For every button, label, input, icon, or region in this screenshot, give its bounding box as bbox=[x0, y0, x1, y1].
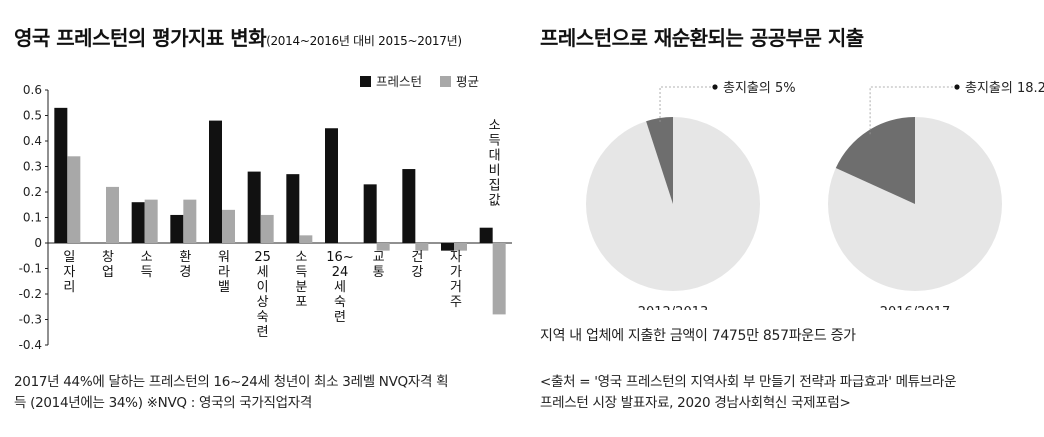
y-tick-label: -0.2 bbox=[19, 287, 42, 301]
bar-preston-5 bbox=[247, 171, 261, 243]
legend-label-0: 프레스턴 bbox=[376, 74, 422, 89]
pie-0-year-label: 2012/2013 bbox=[638, 305, 709, 310]
bar-preston-3 bbox=[170, 214, 184, 243]
pie-1-year-label: 2016/2017 bbox=[880, 305, 951, 310]
y-tick-label: 0.3 bbox=[23, 160, 42, 174]
bar-average-6 bbox=[299, 235, 313, 243]
bar-preston-11 bbox=[479, 227, 493, 243]
bar-average-9 bbox=[415, 243, 429, 251]
category-label-5: 25 세 이 상 숙 련 bbox=[254, 250, 271, 340]
bar-preston-8 bbox=[363, 184, 377, 243]
bar-average-4 bbox=[222, 209, 235, 243]
y-tick-label: -0.4 bbox=[19, 338, 42, 352]
pie-charts: 총지출의 5% 2012/2013 총지출의 18.2% 2016/2017 bbox=[586, 81, 1044, 310]
y-tick-label: 0.2 bbox=[23, 185, 42, 199]
bar-average-11 bbox=[492, 243, 506, 315]
legend-swatch-0 bbox=[360, 76, 371, 87]
pie-chart-title: 프레스턴으로 재순환되는 공공부문 지출 bbox=[540, 26, 864, 50]
bar-preston-7 bbox=[325, 128, 338, 243]
pie-caption: 지역 내 업체에 지출한 금액이 7475만 857파운드 증가 bbox=[540, 328, 856, 344]
bar-average-5 bbox=[260, 214, 274, 243]
bar-average-2 bbox=[144, 199, 158, 243]
y-tick-label: -0.3 bbox=[19, 313, 42, 327]
bar-preston-10 bbox=[441, 243, 454, 251]
bar-preston-6 bbox=[286, 174, 300, 243]
bar-chart-subtitle: (2014~2016년 대비 2015~2017년) bbox=[266, 34, 462, 48]
y-tick-label: 0.4 bbox=[23, 134, 42, 148]
category-label-7: 16~ 24 세 숙 련 bbox=[326, 250, 353, 325]
bar-average-1 bbox=[106, 186, 119, 243]
bar-preston-9 bbox=[402, 169, 416, 243]
pie-0-callout-line bbox=[659, 86, 711, 123]
bar-chart-title-text: 영국 프레스턴의 평가지표 변화 bbox=[14, 26, 267, 50]
note-line-1: 2017년 44%에 달하는 프레스턴의 16~24세 청년이 최소 3레벨 N… bbox=[14, 374, 449, 390]
pie-1-slice-label: 총지출의 18.2% bbox=[965, 81, 1044, 96]
source-line-2: 프레스턴 시장 발표자료, 2020 경남사회혁신 국제포럼> bbox=[540, 395, 851, 411]
legend-swatch-1 bbox=[440, 76, 451, 87]
source-note: <출처 = '영국 프레스턴의 지역사회 부 만들기 전략과 파급효과' 메튜브… bbox=[540, 372, 957, 414]
note-line-2: 득 (2014년에는 34%) ※NVQ : 영국의 국가직업자격 bbox=[14, 395, 313, 411]
pie-0-highlight-slice bbox=[646, 117, 673, 204]
bar-chart-note: 2017년 44%에 달하는 프레스턴의 16~24세 청년이 최소 3레벨 N… bbox=[14, 372, 449, 414]
y-tick-label: 0.5 bbox=[23, 109, 42, 123]
bar-average-0 bbox=[67, 156, 81, 243]
pie-0-slice-label: 총지출의 5% bbox=[723, 81, 796, 96]
y-tick-label: -0.1 bbox=[19, 262, 42, 276]
bar-average-10 bbox=[454, 243, 467, 251]
bar-preston-2 bbox=[131, 202, 145, 243]
y-tick-label: 0.1 bbox=[23, 211, 42, 225]
source-line-1: <출처 = '영국 프레스턴의 지역사회 부 만들기 전략과 파급효과' 메튜브… bbox=[540, 374, 957, 390]
y-tick-label: 0.6 bbox=[23, 83, 42, 97]
y-tick-label: 0 bbox=[34, 236, 42, 250]
bar-preston-4 bbox=[209, 120, 222, 243]
pie-0-callout-dot bbox=[712, 84, 718, 90]
bar-average-8 bbox=[376, 243, 390, 251]
pie-1-highlight-slice bbox=[835, 117, 915, 204]
bar-average-3 bbox=[183, 199, 197, 243]
bar-chart-title: 영국 프레스턴의 평가지표 변화(2014~2016년 대비 2015~2017… bbox=[14, 22, 462, 51]
pie-1-callout-dot bbox=[954, 84, 960, 90]
bar-preston-0 bbox=[54, 107, 68, 243]
bar-chart: 0.6 0.5 0.4 0.3 0.2 0.1 0 -0.1 -0.2 -0.3 -0.4 일 자 리 창 업… bbox=[19, 74, 512, 352]
legend-label-1: 평균 bbox=[456, 74, 479, 89]
